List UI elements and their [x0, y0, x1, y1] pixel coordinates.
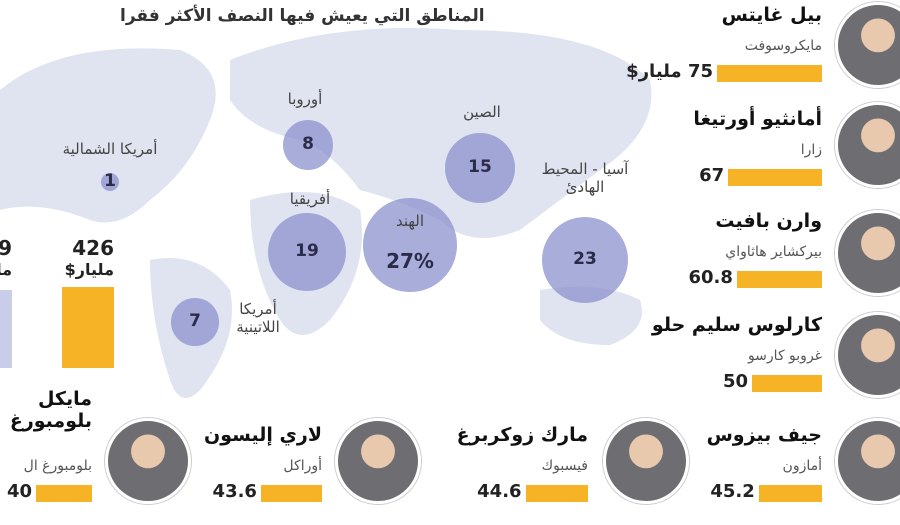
company: فيسبوك — [541, 458, 588, 474]
region-bubble — [541, 216, 629, 304]
comparison-bar — [0, 290, 12, 368]
portrait — [835, 312, 900, 398]
comparison-unit: مليار$ — [64, 260, 114, 279]
region-bubble — [363, 198, 457, 292]
worth-label: 40 — [6, 481, 32, 502]
region-bubble — [267, 212, 347, 292]
person-name: كارلوس سليم حلو — [651, 314, 822, 336]
worth-label: 67 — [699, 165, 725, 186]
comparison-bar — [62, 287, 114, 368]
worth-label: 44.6 — [477, 481, 522, 502]
region-label: الهند — [395, 212, 425, 230]
region-value: 27% — [386, 249, 434, 273]
worth-bar — [717, 65, 822, 82]
region-label: الصين — [463, 103, 501, 121]
region-label: أمريكا اللاتينية — [236, 300, 280, 336]
region-label: أمريكا الشمالية — [62, 140, 158, 158]
region-label: آسيا - المحيط الهادئ — [541, 160, 629, 196]
worth-label: 50 — [722, 371, 748, 392]
region-value: 7 — [189, 311, 201, 331]
portrait — [835, 418, 900, 504]
worth-label: 75 مليار$ — [626, 61, 713, 82]
company: زارا — [800, 142, 822, 158]
portrait — [335, 418, 421, 504]
comparison-unit: مليار — [0, 260, 12, 279]
company: بيركشاير هاثاواي — [725, 244, 822, 260]
worth-label: 60.8 — [688, 267, 733, 288]
worth-bar — [728, 169, 822, 186]
company: أوراكل — [283, 458, 322, 474]
region-bubble — [171, 298, 219, 346]
worth-bar — [752, 375, 822, 392]
region-bubble — [282, 119, 334, 171]
person-name: أمانثيو أورتيغا — [693, 108, 822, 130]
comparison-value: 409 — [0, 236, 12, 260]
worth-bar — [736, 271, 822, 288]
region-value: 15 — [468, 157, 492, 177]
region-bubble — [101, 173, 119, 191]
portrait — [835, 210, 900, 296]
map-title: المناطق التي يعيش فيها النصف الأكثر فقرا — [120, 6, 485, 26]
region-label: أوروبا — [287, 90, 323, 108]
region-label: أفريقيا — [289, 190, 331, 208]
region-value: 23 — [573, 249, 597, 269]
worth-bar — [260, 485, 322, 502]
portrait — [105, 418, 191, 504]
portrait — [835, 2, 900, 88]
worth-label: 45.2 — [710, 481, 755, 502]
person-name: وارن بافيت — [715, 210, 822, 232]
worth-bar — [36, 485, 92, 502]
company: غروبو كارسو — [747, 348, 822, 364]
person-name: مايكل بلومبورغ — [9, 388, 92, 432]
region-bubble — [445, 133, 515, 203]
region-value: 19 — [295, 241, 319, 261]
company: أمازون — [782, 458, 822, 474]
region-value: 1 — [104, 171, 116, 191]
worth-label: 43.6 — [212, 481, 257, 502]
company: بلومبورغ ال — [23, 458, 92, 474]
portrait — [835, 102, 900, 188]
person-name: جيف بيزوس — [706, 424, 822, 446]
worth-bar — [758, 485, 822, 502]
company: مايكروسوفت — [744, 38, 822, 54]
comparison-value: 426 — [72, 236, 114, 260]
person-name: بيل غايتس — [721, 4, 822, 26]
person-name: لاري إليسون — [204, 424, 322, 446]
portrait — [603, 418, 689, 504]
worth-bar — [525, 485, 588, 502]
person-name: مارك زوكربرغ — [456, 424, 588, 446]
region-value: 8 — [302, 134, 314, 154]
